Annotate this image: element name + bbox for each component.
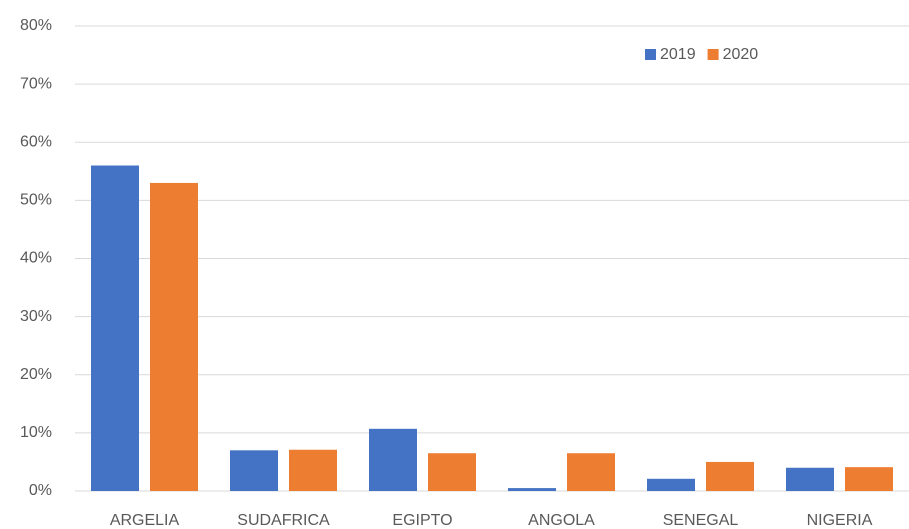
y-tick-label: 30% xyxy=(20,308,52,325)
bar xyxy=(369,428,417,491)
bar xyxy=(289,449,337,491)
legend-swatch xyxy=(707,49,719,60)
x-tick-label: ANGOLA xyxy=(528,512,595,529)
y-tick-label: 60% xyxy=(20,133,52,150)
y-tick-label: 20% xyxy=(20,366,52,383)
bar xyxy=(845,467,893,491)
y-tick-label: 70% xyxy=(20,75,52,92)
x-tick-label: ARGELIA xyxy=(110,512,180,529)
bar xyxy=(786,467,834,491)
y-tick-label: 80% xyxy=(20,17,52,34)
y-tick-label: 40% xyxy=(20,250,52,267)
bar xyxy=(508,488,556,491)
bar xyxy=(150,182,198,491)
bar xyxy=(567,453,615,491)
legend-label: 2019 xyxy=(660,46,696,63)
x-tick-label: NIGERIA xyxy=(807,512,873,529)
bar xyxy=(647,478,695,491)
legend-label: 2020 xyxy=(723,46,759,63)
bar xyxy=(706,461,754,491)
y-tick-label: 10% xyxy=(20,424,52,441)
x-tick-label: EGIPTO xyxy=(392,512,452,529)
legend-swatch xyxy=(645,49,656,60)
bar xyxy=(230,450,278,491)
y-tick-label: 0% xyxy=(29,482,52,499)
x-tick-label: SUDAFRICA xyxy=(237,512,330,529)
y-tick-label: 50% xyxy=(20,192,52,209)
bar xyxy=(428,453,476,491)
bar xyxy=(91,165,139,491)
x-tick-label: SENEGAL xyxy=(663,512,739,529)
